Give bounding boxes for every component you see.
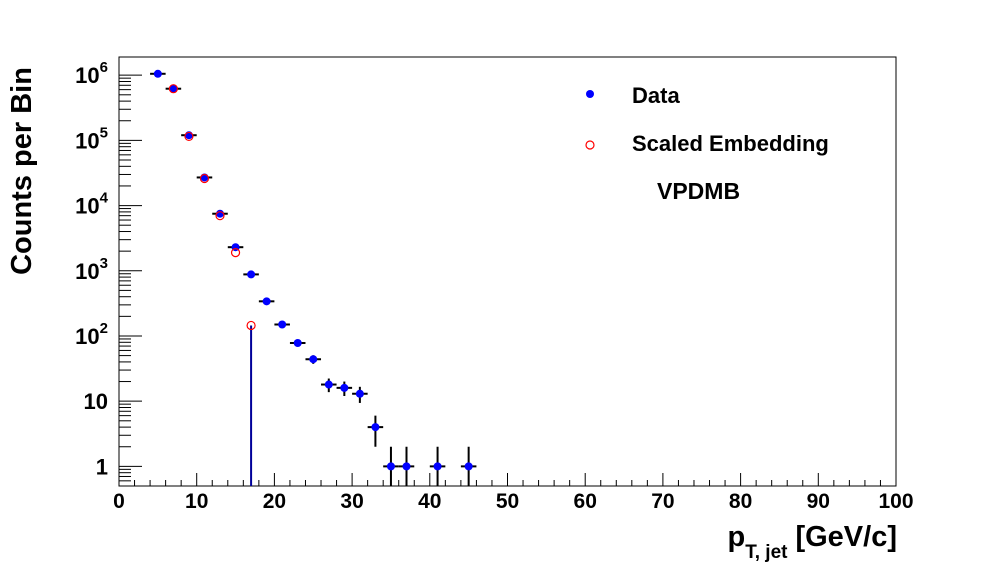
embedding-point bbox=[230, 247, 241, 258]
embedding-point bbox=[215, 211, 225, 221]
y-tick-base: 10 bbox=[84, 389, 108, 414]
embedding-point bbox=[199, 173, 210, 184]
x-axis-label-unit: [GeV/c] bbox=[795, 521, 897, 553]
y-tick-label: 104 bbox=[75, 190, 108, 219]
y-tick-exponent: 5 bbox=[100, 124, 108, 141]
legend-label-embedding: Scaled Embedding bbox=[632, 131, 829, 156]
y-tick-exponent: 6 bbox=[100, 59, 108, 76]
annotation-label: VPDMB bbox=[657, 178, 740, 204]
x-axis-label-main: p bbox=[728, 521, 746, 553]
data-point bbox=[262, 297, 271, 306]
y-tick-base: 10 bbox=[75, 128, 99, 153]
x-tick-label: 100 bbox=[878, 490, 913, 513]
y-tick-exponent: 3 bbox=[100, 255, 108, 272]
x-axis-label: pT, jet [GeV/c] bbox=[728, 521, 897, 563]
data-point bbox=[464, 462, 473, 471]
y-tick-base: 10 bbox=[75, 194, 99, 219]
y-tick-base: 10 bbox=[75, 259, 99, 284]
legend: Data Scaled Embedding bbox=[585, 83, 829, 156]
x-tick-label: 20 bbox=[263, 490, 286, 513]
embedding-point bbox=[168, 84, 178, 94]
embedding-point bbox=[246, 320, 256, 331]
data-point bbox=[278, 320, 287, 329]
x-axis-label-sub: T, jet bbox=[745, 542, 788, 563]
data-point bbox=[293, 339, 302, 348]
legend-marker-embedding bbox=[585, 140, 595, 150]
y-tick-label: 102 bbox=[75, 320, 108, 349]
x-tick-label: 70 bbox=[651, 490, 674, 513]
legend-label-data: Data bbox=[632, 83, 680, 108]
data-point bbox=[153, 69, 162, 78]
x-tick-label: 0 bbox=[113, 490, 125, 513]
y-tick-base: 1 bbox=[96, 454, 108, 479]
x-tick-label: 40 bbox=[418, 490, 441, 513]
data-point bbox=[309, 355, 318, 364]
y-tick-label: 10 bbox=[84, 389, 108, 414]
data-point bbox=[324, 380, 333, 389]
data-point bbox=[371, 423, 380, 432]
x-axis-ticks: 0 10 20 30 40 50 60 70 80 90 100 bbox=[113, 473, 914, 513]
y-axis-label: Counts per Bin bbox=[6, 67, 38, 275]
y-tick-base: 10 bbox=[75, 324, 99, 349]
x-tick-label: 60 bbox=[574, 490, 597, 513]
data-point bbox=[247, 270, 256, 279]
y-tick-label: 103 bbox=[75, 255, 108, 284]
x-tick-label: 50 bbox=[496, 490, 519, 513]
y-tick-label: 106 bbox=[75, 59, 108, 88]
embedding-point bbox=[184, 131, 194, 142]
data-point bbox=[355, 389, 364, 398]
y-tick-base: 10 bbox=[75, 63, 99, 88]
y-tick-exponent: 2 bbox=[100, 320, 108, 337]
y-tick-label: 105 bbox=[75, 124, 108, 153]
x-tick-label: 30 bbox=[340, 490, 363, 513]
data-point bbox=[433, 462, 442, 471]
legend-marker-data bbox=[586, 90, 594, 98]
y-tick-exponent: 4 bbox=[100, 190, 109, 207]
data-point bbox=[169, 84, 178, 93]
x-tick-label: 90 bbox=[807, 490, 830, 513]
x-tick-label: 10 bbox=[185, 490, 208, 513]
data-layer bbox=[150, 69, 477, 486]
y-tick-label: 1 bbox=[96, 454, 108, 479]
data-point bbox=[340, 383, 349, 392]
plot-frame bbox=[118, 56, 897, 487]
data-point bbox=[386, 462, 395, 471]
data-point bbox=[402, 462, 411, 471]
x-tick-label: 80 bbox=[729, 490, 752, 513]
